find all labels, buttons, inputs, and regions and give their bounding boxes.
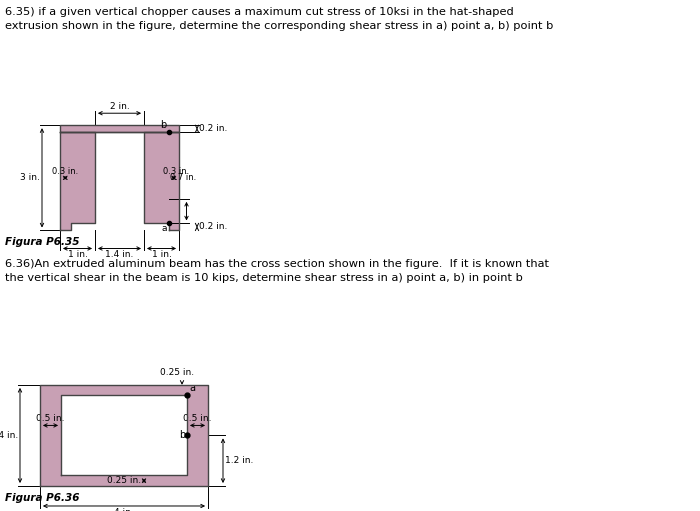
Text: 0.3 in.: 0.3 in. — [52, 167, 78, 176]
Text: 1.2 in.: 1.2 in. — [225, 456, 253, 465]
Text: 0.25 in.: 0.25 in. — [107, 476, 141, 485]
Text: 2.4 in.: 2.4 in. — [0, 431, 18, 440]
Text: 6.35) if a given vertical chopper causes a maximum cut stress of 10ksi in the ha: 6.35) if a given vertical chopper causes… — [5, 7, 514, 17]
Text: Figura P6.35: Figura P6.35 — [5, 238, 80, 247]
Text: b: b — [160, 120, 167, 130]
Text: the vertical shear in the beam is 10 kips, determine shear stress in a) point a,: the vertical shear in the beam is 10 kip… — [5, 272, 523, 283]
Text: 0.2 in.: 0.2 in. — [199, 222, 228, 231]
Text: extrusion shown in the figure, determine the corresponding shear stress in a) po: extrusion shown in the figure, determine… — [5, 21, 554, 31]
Polygon shape — [144, 132, 179, 230]
Text: 1 in.: 1 in. — [68, 250, 88, 260]
Text: 3 in.: 3 in. — [20, 173, 40, 182]
Text: Figura P6.36: Figura P6.36 — [5, 493, 80, 503]
Text: 2 in.: 2 in. — [110, 102, 130, 111]
Text: 0.5 in.: 0.5 in. — [36, 414, 64, 424]
Text: b: b — [178, 430, 185, 440]
Polygon shape — [60, 125, 179, 132]
Text: a: a — [161, 224, 167, 234]
Text: 1 in.: 1 in. — [152, 250, 172, 260]
Text: 0.7 in.: 0.7 in. — [171, 173, 197, 182]
Text: 0.3 in.: 0.3 in. — [163, 167, 190, 176]
Polygon shape — [60, 132, 95, 230]
Text: 4 in.: 4 in. — [114, 508, 134, 511]
Text: 1.4 in.: 1.4 in. — [105, 250, 134, 260]
Polygon shape — [61, 396, 187, 475]
Text: a: a — [189, 383, 195, 393]
Text: 0.5 in.: 0.5 in. — [183, 414, 211, 424]
Polygon shape — [40, 385, 208, 486]
Text: 0.25 in.: 0.25 in. — [160, 368, 194, 378]
Text: 6.36)An extruded aluminum beam has the cross section shown in the figure.  If it: 6.36)An extruded aluminum beam has the c… — [5, 259, 549, 268]
Text: 0.2 in.: 0.2 in. — [199, 124, 228, 133]
